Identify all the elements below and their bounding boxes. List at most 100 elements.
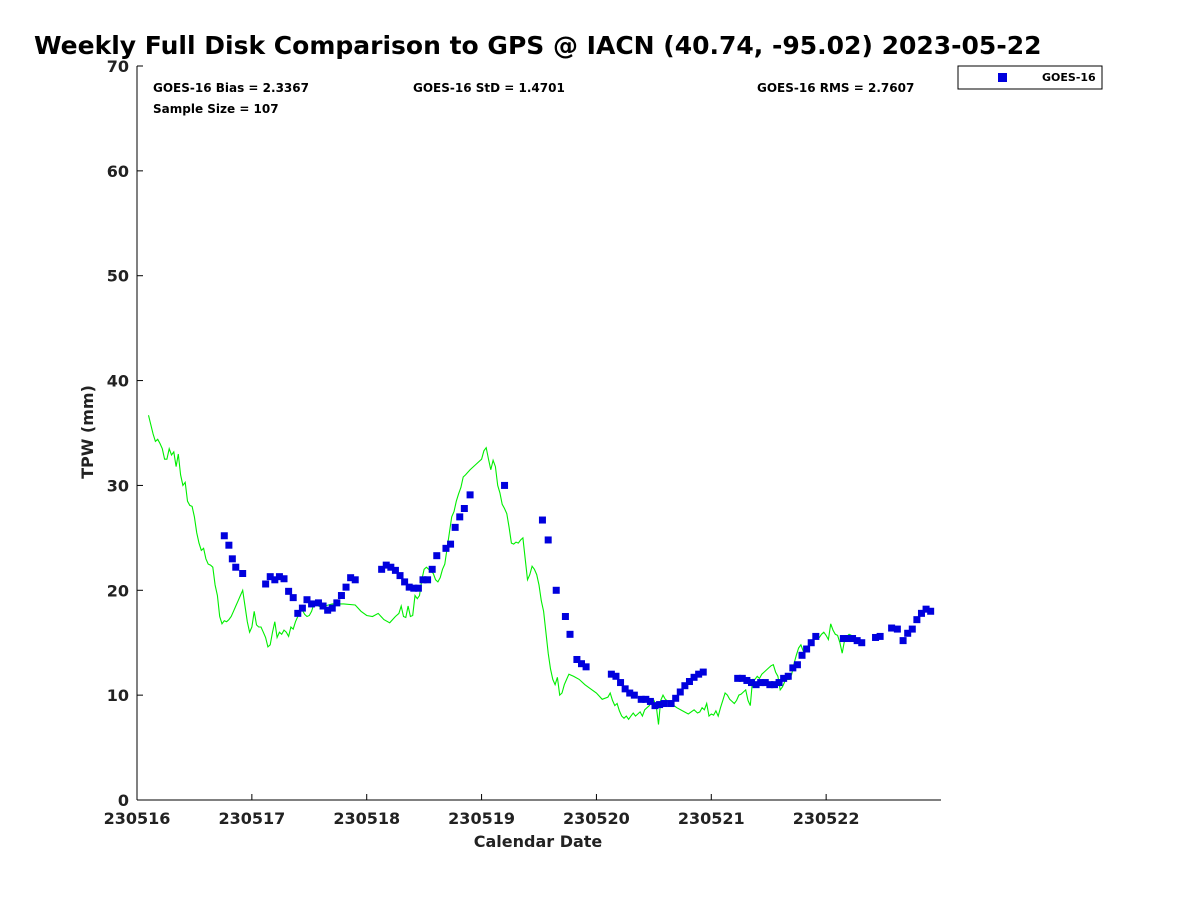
goes16-point — [807, 639, 815, 647]
goes16-point — [789, 664, 797, 672]
y-tick-label: 60 — [107, 162, 129, 181]
goes16-point — [803, 645, 811, 653]
goes16-point — [228, 555, 236, 563]
goes16-point — [888, 624, 896, 632]
goes16-point — [630, 691, 638, 699]
goes16-point — [839, 635, 847, 643]
goes16-point — [853, 637, 861, 645]
y-tick-label: 0 — [118, 791, 129, 810]
goes16-point — [893, 625, 901, 633]
goes16-point — [298, 604, 306, 612]
goes16-point — [396, 572, 404, 580]
goes16-point — [876, 632, 884, 640]
goes16-point — [784, 672, 792, 680]
goes16-point — [271, 576, 279, 584]
goes16-point — [685, 678, 693, 686]
goes16-point — [391, 566, 399, 574]
goes16-point — [347, 574, 355, 582]
goes16-point — [849, 635, 857, 643]
goes16-point — [752, 681, 760, 689]
goes16-point — [414, 584, 422, 592]
goes16-point — [262, 580, 270, 588]
legend-marker-goes16 — [998, 73, 1007, 82]
goes16-point — [424, 576, 432, 584]
chart-title: Weekly Full Disk Comparison to GPS @ IAC… — [34, 31, 1042, 60]
goes16-point — [913, 616, 921, 624]
goes16-point — [324, 606, 332, 614]
goes16-point — [501, 481, 509, 489]
goes16-point — [927, 607, 935, 615]
goes16-point — [667, 700, 675, 708]
goes16-point — [442, 544, 450, 552]
goes16-point — [908, 625, 916, 633]
goes16-point — [626, 689, 634, 697]
goes16-point — [280, 575, 288, 583]
x-tick-label: 230522 — [793, 809, 860, 828]
goes16-point — [747, 679, 755, 687]
goes16-point — [844, 635, 852, 643]
goes16-point — [793, 661, 801, 669]
y-ticks: 0 10 20 30 40 50 60 70 — [107, 57, 143, 810]
goes16-point — [566, 630, 574, 638]
goes16-point — [285, 587, 293, 595]
x-tick-label: 230521 — [678, 809, 745, 828]
goes16-point — [456, 513, 464, 521]
goes16-point — [672, 694, 680, 702]
goes16-point — [743, 676, 751, 684]
goes16-point — [573, 655, 581, 663]
goes16-point — [770, 681, 778, 689]
goes16-point — [899, 637, 907, 645]
goes16-point — [328, 604, 336, 612]
goes16-point — [333, 599, 341, 607]
goes16-point — [780, 674, 788, 682]
goes16-point — [382, 561, 390, 569]
goes16-point — [612, 672, 620, 680]
goes16-point — [872, 633, 880, 641]
goes16-point — [917, 609, 925, 617]
goes16-point — [433, 552, 441, 560]
goes16-point — [617, 679, 625, 687]
y-tick-label: 20 — [107, 581, 129, 600]
goes16-point — [544, 536, 552, 544]
goes16-point — [342, 583, 350, 591]
goes16-point — [405, 583, 413, 591]
x-tick-label: 230517 — [218, 809, 285, 828]
goes16-point — [447, 540, 455, 548]
goes16-point — [451, 523, 459, 531]
goes16-point — [552, 586, 560, 594]
goes16-point — [419, 576, 427, 584]
y-tick-label: 30 — [107, 476, 129, 495]
y-tick-label: 50 — [107, 267, 129, 286]
goes16-point — [319, 602, 327, 610]
x-axis-label: Calendar Date — [474, 832, 603, 851]
goes16-point — [681, 682, 689, 690]
goes16-point — [858, 639, 866, 647]
goes16-point — [387, 563, 395, 571]
goes16-point — [757, 679, 765, 687]
legend-label-goes16: GOES-16 — [1042, 71, 1096, 84]
goes16-point — [460, 504, 468, 512]
stat-rms: GOES-16 RMS = 2.7607 — [757, 81, 914, 95]
x-tick-label: 230518 — [333, 809, 400, 828]
goes16-point — [294, 609, 302, 617]
goes16-point — [410, 584, 418, 592]
goes16-point — [646, 697, 654, 705]
goes16-point — [239, 570, 247, 578]
goes16-point — [642, 695, 650, 703]
goes16-point — [466, 491, 474, 499]
legend: GOES-16 — [957, 65, 1103, 90]
goes16-point — [607, 670, 615, 678]
goes16-point — [378, 565, 386, 573]
goes16-point — [676, 688, 684, 696]
legend-box — [957, 65, 1103, 90]
goes16-point — [428, 565, 436, 573]
goes16-point — [922, 605, 930, 613]
stat-bias: GOES-16 Bias = 2.3367 — [153, 81, 309, 95]
goes16-point — [766, 681, 774, 689]
x-ticks: 230516 230517 230518 230519 230520 230521 2305… — [104, 794, 860, 828]
goes16-point — [651, 702, 659, 710]
x-tick-label: 230516 — [104, 809, 171, 828]
goes16-point — [690, 673, 698, 681]
goes16-point — [660, 700, 668, 708]
